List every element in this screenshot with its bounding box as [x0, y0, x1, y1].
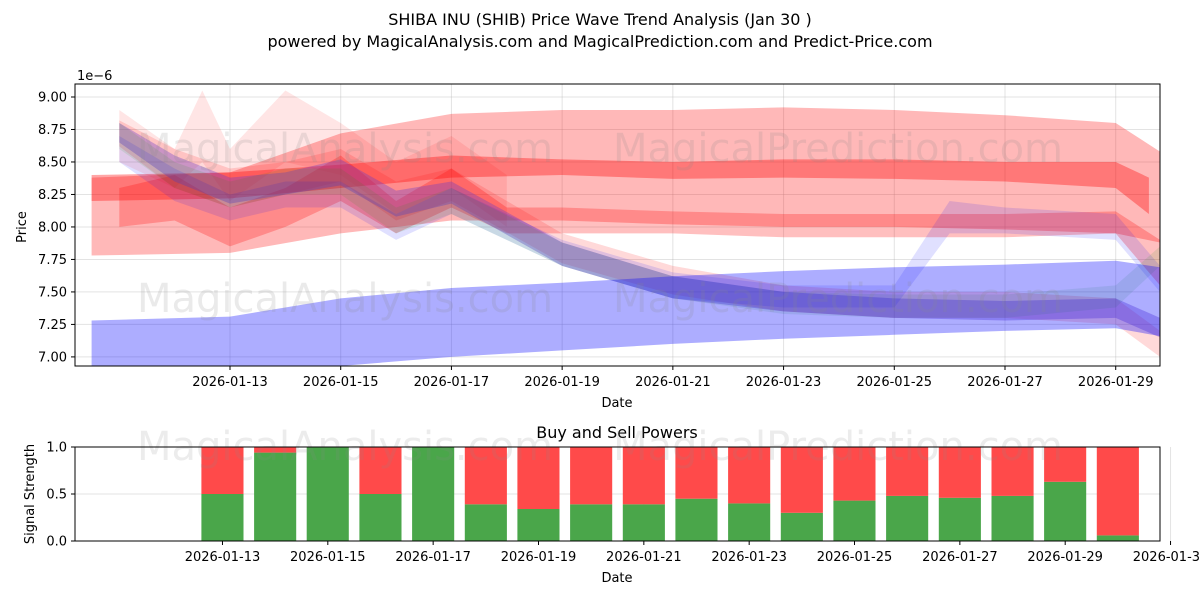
- price-x-tick-label: 2026-01-27: [967, 375, 1043, 390]
- price-y-tick-label: 8.50: [38, 155, 67, 170]
- buy-bar: [412, 447, 455, 541]
- signal-y-axis-label: Signal Strength: [23, 444, 38, 544]
- price-y-offset-label: 1e−6: [77, 69, 112, 84]
- price-panel: MagicalAnalysis.com MagicalPrediction.co…: [15, 69, 1161, 411]
- sell-bar: [1044, 447, 1087, 482]
- buy-bar: [991, 495, 1034, 541]
- buy-bar: [780, 512, 823, 541]
- sell-bar: [570, 447, 613, 505]
- buy-bar: [622, 504, 665, 541]
- signal-panel-title: Buy and Sell Powers: [536, 423, 698, 442]
- sell-bar: [728, 447, 771, 504]
- price-plot-area: [75, 84, 1160, 366]
- buy-bar: [886, 495, 929, 541]
- price-watermarks: MagicalAnalysis.com MagicalPrediction.co…: [137, 126, 1063, 322]
- price-y-tick-label: 8.25: [38, 188, 67, 203]
- buy-bar: [359, 494, 402, 541]
- signal-x-tick-label: 2026-01-19: [501, 550, 577, 565]
- signal-x-tick-label: 2026-01-13: [185, 550, 261, 565]
- price-y-axis-ticks: 7.00 7.25 7.50 7.75 8.00 8.25 8.50 8.75 9.00: [38, 90, 75, 365]
- sell-bar: [622, 447, 665, 505]
- price-x-tick-label: 2026-01-29: [1078, 375, 1154, 390]
- price-y-tick-label: 7.25: [38, 318, 67, 333]
- signal-y-tick-label: 1.0: [46, 441, 67, 456]
- signal-x-tick-label: 2026-01-15: [290, 550, 366, 565]
- price-y-tick-label: 9.00: [38, 90, 67, 105]
- sell-bar: [464, 447, 507, 505]
- sell-bar: [991, 447, 1034, 496]
- buy-bar: [201, 494, 244, 541]
- price-x-axis-label: Date: [601, 396, 632, 411]
- price-y-tick-label: 8.75: [38, 123, 67, 138]
- price-x-axis-ticks: 2026-01-13 2026-01-15 2026-01-17 2026-01-19…: [192, 366, 1153, 390]
- signal-y-tick-label: 0.0: [46, 535, 67, 550]
- price-y-tick-label: 7.75: [38, 253, 67, 268]
- buy-bar: [938, 497, 981, 541]
- price-band-2: [119, 155, 1160, 286]
- signal-x-axis-ticks: 2026-01-13 2026-01-15 2026-01-17 2026-01-19…: [185, 541, 1200, 565]
- chart-subtitle: powered by MagicalAnalysis.com and Magic…: [267, 32, 932, 51]
- sell-bar: [254, 447, 297, 453]
- signal-x-tick-label: 2026-01-29: [1027, 550, 1103, 565]
- buy-bar: [1096, 535, 1139, 541]
- price-x-tick-label: 2026-01-21: [635, 375, 711, 390]
- price-x-tick-label: 2026-01-23: [746, 375, 822, 390]
- signal-x-tick-label: 2026-01-17: [395, 550, 471, 565]
- price-y-axis-label: Price: [15, 211, 30, 243]
- sell-bar: [886, 447, 929, 496]
- price-x-tick-label: 2026-01-25: [857, 375, 933, 390]
- price-band-6: [119, 136, 1160, 308]
- buy-bar: [833, 500, 876, 541]
- buy-bar: [570, 504, 613, 541]
- price-band-3: [119, 90, 507, 227]
- sell-bar: [780, 447, 823, 513]
- buy-bar: [728, 503, 771, 541]
- price-y-tick-label: 8.00: [38, 220, 67, 235]
- price-band-0: [91, 107, 1161, 256]
- sell-bar: [1096, 447, 1139, 536]
- buy-bar: [306, 447, 349, 541]
- price-y-tick-label: 7.50: [38, 285, 67, 300]
- buy-bar: [1044, 481, 1087, 541]
- signal-x-tick-label: 2026-01-21: [606, 550, 682, 565]
- price-x-tick-label: 2026-01-13: [192, 375, 268, 390]
- price-band-8: [91, 260, 1161, 366]
- signal-y-axis-ticks: 0.0 0.5 1.0: [46, 441, 75, 550]
- price-x-tick-label: 2026-01-17: [414, 375, 490, 390]
- signal-x-tick-label: 2026-01-31: [1133, 550, 1200, 565]
- sell-bar: [675, 447, 718, 499]
- watermark-analysis-top: MagicalAnalysis.com: [137, 126, 553, 172]
- price-plot-frame: [74, 83, 1161, 367]
- signal-x-tick-label: 2026-01-25: [817, 550, 893, 565]
- buy-bar: [464, 504, 507, 541]
- signal-bars: [201, 447, 1139, 541]
- price-wave-bands: [91, 90, 1161, 366]
- watermark-prediction-middle: MagicalPrediction.com: [613, 276, 1063, 322]
- price-band-1: [91, 155, 1149, 214]
- watermark-analysis-middle: MagicalAnalysis.com: [137, 276, 553, 322]
- sell-bar: [201, 447, 244, 494]
- signal-x-tick-label: 2026-01-27: [922, 550, 998, 565]
- sell-bar: [833, 447, 876, 501]
- price-x-tick-label: 2026-01-19: [524, 375, 600, 390]
- buy-bar: [517, 509, 560, 541]
- signal-x-tick-label: 2026-01-23: [711, 550, 787, 565]
- chart-title: SHIBA INU (SHIB) Price Wave Trend Analys…: [388, 10, 812, 29]
- sell-bar: [359, 447, 402, 494]
- price-band-4: [119, 120, 1160, 357]
- price-grid: [75, 84, 1160, 366]
- buy-bar: [254, 452, 297, 541]
- price-band-7: [119, 123, 1160, 318]
- sell-bar: [517, 447, 560, 509]
- price-band-5: [119, 123, 1160, 338]
- signal-x-axis-label: Date: [601, 571, 632, 586]
- price-x-tick-label: 2026-01-15: [303, 375, 379, 390]
- watermark-prediction-top: MagicalPrediction.com: [613, 126, 1063, 172]
- buy-bar: [675, 498, 718, 541]
- sell-bar: [938, 447, 981, 498]
- signal-panel: Buy and Sell Powers MagicalAnalysis.com …: [23, 423, 1200, 586]
- price-y-tick-label: 7.00: [38, 350, 67, 365]
- signal-y-tick-label: 0.5: [46, 488, 67, 503]
